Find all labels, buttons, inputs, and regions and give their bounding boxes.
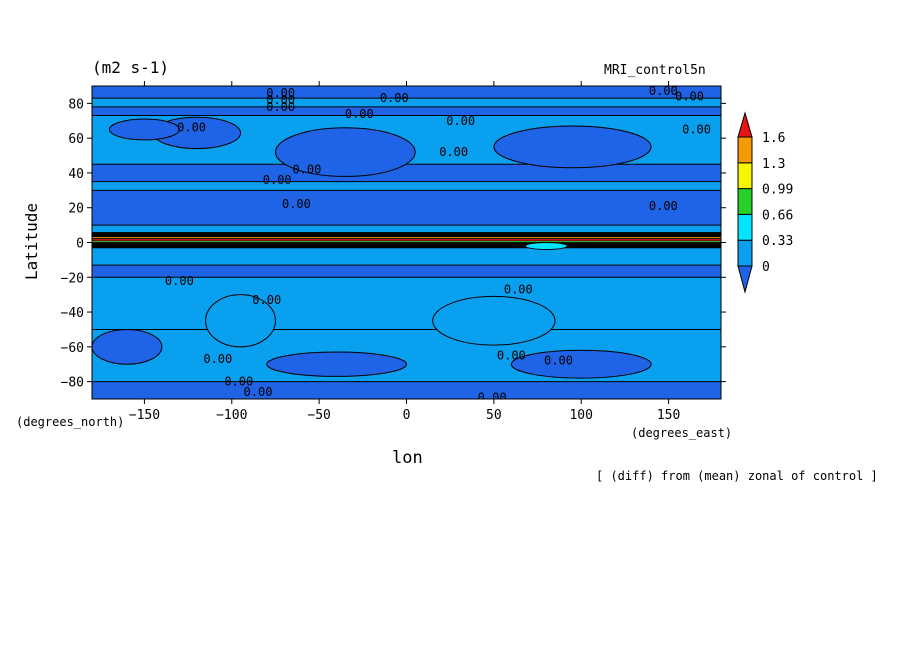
contour-band (92, 277, 721, 330)
contour-value-label: 0.00 (439, 145, 468, 159)
colorbar-segment (737, 136, 753, 164)
units-label: (m2 s-1) (92, 58, 170, 77)
contour-value-label: 0.00 (203, 352, 232, 366)
x-tick-label: 150 (657, 408, 680, 423)
y-tick-label: −40 (61, 306, 84, 321)
colorbar-level-label: 1.3 (762, 157, 785, 172)
colorbar-segment (737, 188, 753, 215)
contour-region (108, 118, 180, 141)
contour-band (92, 181, 721, 191)
contour-value-label: 0.00 (270, 397, 299, 411)
x-tick-label: −50 (307, 408, 330, 423)
colorbar: 0 0.33 0.66 0.99 1.3 1.6 (737, 111, 793, 294)
model-label: MRI_control5n (604, 63, 706, 78)
contour-value-label: 0.00 (165, 274, 194, 288)
contour-value-label: 0.00 (675, 89, 704, 103)
contour-value-label: 0.00 (478, 390, 507, 404)
colorbar-segment (737, 213, 753, 241)
contour-band (92, 190, 721, 226)
contour-band (92, 247, 721, 266)
colorbar-segment (737, 239, 753, 267)
x-axis-label: lon (392, 448, 423, 468)
y-tick-label: 20 (68, 202, 84, 217)
colorbar-bottom-arrow (737, 265, 753, 294)
x-tick-label: 100 (569, 408, 592, 423)
x-axis-unit-label: (degrees_east) (631, 426, 733, 440)
contour-region (510, 349, 652, 379)
contour-band (92, 265, 721, 278)
contour-region (266, 351, 407, 377)
contour-value-label: 0.00 (544, 354, 573, 368)
y-tick-label: 40 (68, 167, 84, 182)
y-axis-unit-label: (degrees_north) (16, 415, 125, 429)
y-tick-label: −80 (61, 376, 84, 391)
contour-value-label: 0.00 (497, 349, 526, 363)
contour-value-label: 0.00 (682, 122, 711, 136)
contour-value-label: 0.00 (244, 385, 273, 399)
colorbar-level-label: 0.66 (762, 208, 793, 223)
contour-value-label: 0.00 (224, 375, 253, 389)
colorbar-level-label: 0.33 (762, 234, 793, 249)
contour-value-label: 0.00 (266, 100, 295, 114)
y-tick-label: −20 (61, 271, 84, 286)
contour-band (92, 164, 721, 182)
contour-region (274, 127, 416, 177)
contour-value-label: 0.00 (177, 121, 206, 135)
contour-value-label: 0.00 (446, 114, 475, 128)
contour-value-label: 0.00 (266, 93, 295, 107)
y-tick-label: −60 (61, 341, 84, 356)
y-tick-label: 0 (76, 237, 84, 252)
y-tick-label: 80 (68, 97, 84, 112)
diff-note: [ (diff) from (mean) zonal of control ] (596, 469, 878, 483)
colorbar-segment (737, 162, 753, 190)
contour-region (92, 328, 163, 365)
contour-region (205, 294, 276, 348)
x-tick-label: −150 (129, 408, 160, 423)
contour-value-label: 0.00 (263, 173, 292, 187)
contour-value-label: 0.00 (266, 86, 295, 100)
contour-band (92, 225, 721, 233)
contour-value-label: 0.00 (380, 91, 409, 105)
contour-value-label: 0.00 (345, 107, 374, 121)
contour-value-label: 0.00 (292, 162, 321, 176)
colorbar-level-label: 0 (762, 260, 770, 275)
contour-value-label: 0.00 (649, 199, 678, 213)
contour-region (524, 242, 568, 250)
colorbar-level-label: 1.6 (762, 131, 785, 146)
colorbar-top-arrow (737, 111, 753, 138)
contour-value-label: 0.00 (282, 197, 311, 211)
contour-band (92, 381, 721, 399)
contour-value-label: 0.00 (252, 293, 281, 307)
contour-band (92, 106, 721, 116)
x-tick-label: 50 (486, 408, 502, 423)
contour-value-label: 0.00 (504, 282, 533, 296)
contour-region (493, 125, 652, 169)
x-tick-label: 0 (403, 408, 411, 423)
plot-area: 0.000.000.000.000.00 0.000.000.000.000.00… (92, 84, 721, 411)
contour-region (432, 295, 556, 346)
y-tick-label: 60 (68, 132, 84, 147)
contour-value-label: 0.00 (649, 84, 678, 98)
colorbar-level-label: 0.99 (762, 183, 793, 198)
contour-band (92, 86, 721, 99)
x-tick-label: −100 (216, 408, 247, 423)
contour-band (92, 98, 721, 107)
